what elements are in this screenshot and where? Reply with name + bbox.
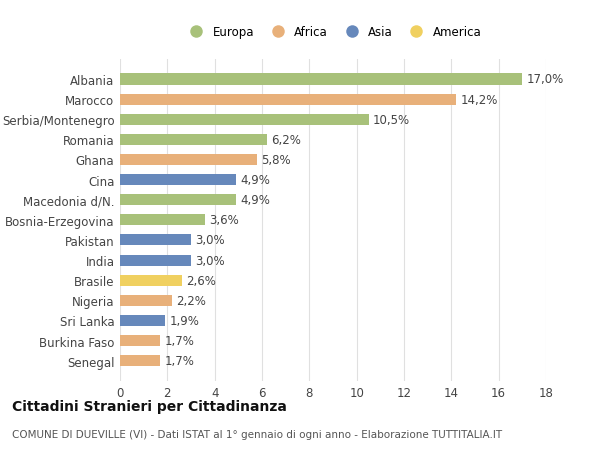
Text: 1,7%: 1,7% <box>164 334 194 347</box>
Text: 4,9%: 4,9% <box>240 194 270 207</box>
Text: 3,0%: 3,0% <box>195 254 225 267</box>
Bar <box>120 134 267 146</box>
Bar <box>120 74 523 85</box>
Bar <box>120 235 191 246</box>
Text: COMUNE DI DUEVILLE (VI) - Dati ISTAT al 1° gennaio di ogni anno - Elaborazione T: COMUNE DI DUEVILLE (VI) - Dati ISTAT al … <box>12 429 502 439</box>
Text: 3,0%: 3,0% <box>195 234 225 247</box>
Bar <box>120 114 368 125</box>
Text: 2,2%: 2,2% <box>176 294 206 307</box>
Text: 2,6%: 2,6% <box>186 274 215 287</box>
Bar <box>120 275 182 286</box>
Text: 3,6%: 3,6% <box>209 214 239 227</box>
Bar <box>120 155 257 166</box>
Text: 17,0%: 17,0% <box>527 73 564 86</box>
Bar <box>120 315 165 326</box>
Bar <box>120 174 236 186</box>
Text: 10,5%: 10,5% <box>373 113 410 126</box>
Text: Cittadini Stranieri per Cittadinanza: Cittadini Stranieri per Cittadinanza <box>12 399 287 413</box>
Legend: Europa, Africa, Asia, America: Europa, Africa, Asia, America <box>182 24 484 41</box>
Text: 1,9%: 1,9% <box>169 314 199 327</box>
Bar <box>120 255 191 266</box>
Text: 5,8%: 5,8% <box>262 154 291 167</box>
Bar <box>120 195 236 206</box>
Bar <box>120 295 172 306</box>
Text: 14,2%: 14,2% <box>460 93 498 106</box>
Text: 6,2%: 6,2% <box>271 134 301 146</box>
Text: 1,7%: 1,7% <box>164 354 194 367</box>
Bar <box>120 95 456 106</box>
Text: 4,9%: 4,9% <box>240 174 270 187</box>
Bar <box>120 355 160 366</box>
Bar <box>120 215 205 226</box>
Bar <box>120 335 160 346</box>
